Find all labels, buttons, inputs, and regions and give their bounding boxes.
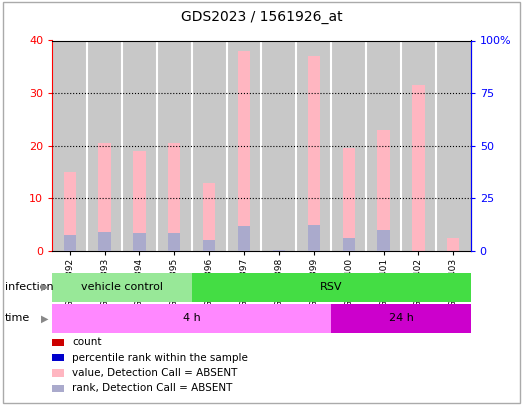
Bar [203, 183, 215, 251]
Text: rank, Detection Call = ABSENT: rank, Detection Call = ABSENT [72, 384, 233, 393]
Bar [133, 151, 145, 251]
Bar [203, 239, 215, 251]
Bar [87, 40, 122, 251]
Text: 4 h: 4 h [183, 313, 201, 323]
Bar [122, 40, 157, 251]
Bar [262, 40, 297, 251]
Bar [133, 233, 145, 251]
Bar [238, 51, 250, 251]
Bar [343, 239, 355, 251]
Bar [238, 226, 250, 251]
Text: ▶: ▶ [41, 282, 48, 292]
Bar [331, 304, 471, 333]
Text: count: count [72, 337, 102, 347]
Bar [168, 233, 180, 251]
Bar [412, 85, 425, 251]
Text: GDS2023 / 1561926_at: GDS2023 / 1561926_at [180, 10, 343, 24]
Text: ▶: ▶ [41, 313, 48, 323]
Bar [98, 143, 111, 251]
Bar [343, 149, 355, 251]
Text: value, Detection Call = ABSENT: value, Detection Call = ABSENT [72, 368, 237, 378]
Bar [378, 230, 390, 251]
Bar [378, 130, 390, 251]
Bar [226, 40, 262, 251]
Bar [331, 40, 366, 251]
Text: vehicle control: vehicle control [81, 282, 163, 292]
Bar [308, 56, 320, 251]
Text: 24 h: 24 h [389, 313, 413, 323]
Bar [157, 40, 192, 251]
Text: percentile rank within the sample: percentile rank within the sample [72, 353, 248, 362]
Bar [447, 238, 459, 251]
Bar [436, 40, 471, 251]
Bar [308, 225, 320, 251]
Bar [297, 40, 331, 251]
Bar [52, 273, 192, 302]
Bar [52, 40, 87, 251]
Bar [168, 143, 180, 251]
Bar [192, 273, 471, 302]
Bar [401, 40, 436, 251]
Bar [98, 232, 111, 251]
Bar [192, 40, 226, 251]
Text: time: time [5, 313, 30, 323]
Bar [366, 40, 401, 251]
Text: infection: infection [5, 282, 54, 292]
Text: RSV: RSV [320, 282, 343, 292]
Bar [64, 235, 76, 251]
Bar [273, 250, 285, 251]
Bar [64, 172, 76, 251]
Bar [52, 304, 331, 333]
